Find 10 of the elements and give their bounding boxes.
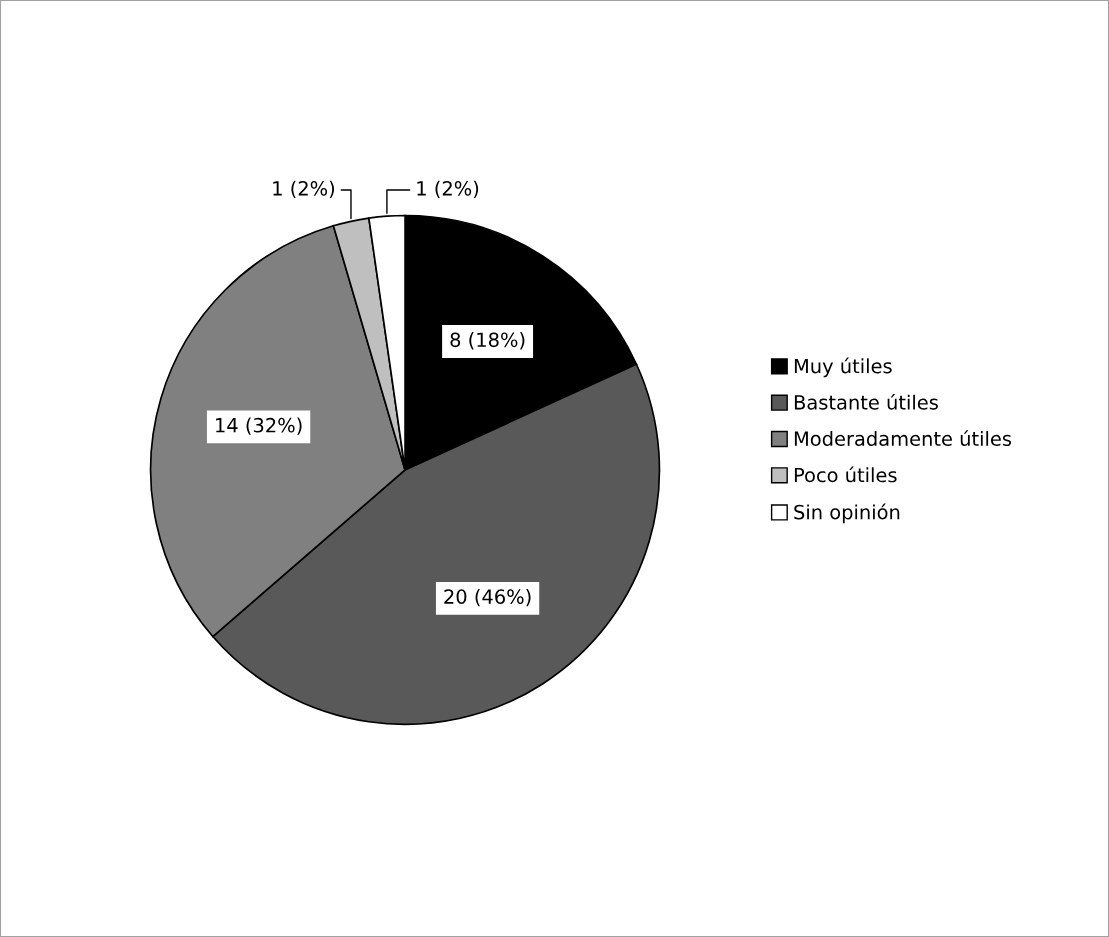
data-label: 1 (2%) — [273, 180, 335, 198]
data-label: 8 (18%) — [450, 332, 525, 350]
data-label: 14 (32%) — [216, 417, 302, 435]
data-label: 1 (2%) — [417, 180, 479, 198]
legend-label: Muy útiles — [794, 357, 892, 378]
legend-label: Bastante útiles — [794, 393, 938, 410]
legend-label: Moderadamente útiles — [794, 430, 1012, 447]
legend-label: Poco útiles — [794, 466, 897, 483]
legend-label: Sin opinión — [794, 503, 900, 524]
data-label: 20 (46%) — [444, 588, 531, 607]
